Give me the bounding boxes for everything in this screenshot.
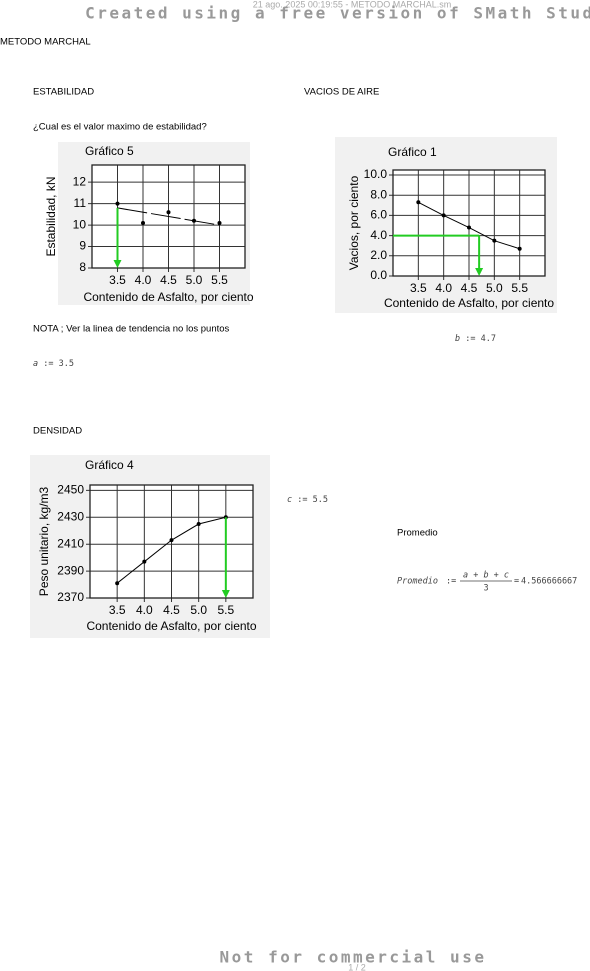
var-name: b [455, 334, 460, 344]
data-point [169, 538, 174, 543]
x-axis-label: Contenido de Asfalto, por ciento [384, 296, 554, 310]
operator: := [43, 359, 53, 369]
y-tick-label: 10.0 [364, 167, 388, 181]
var-value: 3.5 [59, 359, 74, 369]
arrow-head [475, 268, 484, 276]
y-tick-label: 2410 [57, 536, 84, 550]
doc-title: METODO MARCHAL [0, 37, 91, 48]
x-tick-label: 5.0 [486, 281, 503, 295]
operator: = [514, 577, 519, 587]
question: ¿Cual es el valor maximo de estabilidad? [33, 122, 207, 133]
watermark: Created using a free version of SMath St… [85, 4, 590, 23]
data-point [142, 559, 147, 564]
heading: DENSIDAD [33, 426, 82, 437]
y-tick-label: 8.0 [370, 187, 387, 201]
note: NOTA ; Ver la linea de tendencia no los … [33, 324, 230, 335]
data-point [467, 225, 471, 230]
numerator: a + b + c [463, 571, 509, 581]
plot-border [392, 169, 546, 277]
chart-title: Gráfico 5 [85, 144, 134, 158]
plot-border [89, 484, 254, 599]
var-value: 5.5 [313, 495, 328, 505]
y-tick-label: 6.0 [370, 208, 387, 222]
plot-border [91, 164, 246, 269]
x-tick-label: 4.0 [135, 273, 152, 287]
operator: := [297, 495, 307, 505]
x-tick-label: 4.5 [163, 603, 180, 617]
formula-lhs: Promedio [397, 577, 438, 587]
var-value: 4.7 [481, 334, 496, 344]
y-tick-label: 8 [79, 260, 86, 274]
data-point [115, 581, 120, 586]
denominator: 3 [483, 584, 488, 594]
arrow-head [113, 260, 122, 268]
x-tick-label: 4.5 [461, 281, 478, 295]
x-tick-label: 4.0 [136, 603, 153, 617]
x-tick-label: 5.5 [511, 281, 528, 295]
y-axis-label: Peso unitario, kg/m3 [37, 486, 51, 596]
y-axis-label: Estabilidad, kN [44, 176, 58, 256]
var-name: c [287, 495, 292, 505]
y-tick-label: 0.0 [370, 268, 387, 282]
y-axis-label: Vacios, por ciento [347, 175, 361, 270]
y-tick-label: 2370 [57, 590, 84, 604]
data-point [517, 246, 522, 251]
y-tick-label: 4.0 [370, 228, 387, 242]
y-tick-label: 2.0 [370, 248, 387, 262]
y-tick-label: 2430 [57, 509, 84, 523]
operator: := [465, 334, 475, 344]
page-number: 1 / 2 [348, 962, 366, 971]
trend-line [117, 207, 220, 226]
x-tick-label: 5.5 [211, 273, 228, 287]
y-tick-label: 11 [74, 196, 87, 210]
data-point [492, 238, 497, 243]
data-point [192, 218, 196, 223]
heading: ESTABILIDAD [33, 87, 94, 98]
y-tick-label: 10 [73, 217, 87, 231]
assignment: b := 4.7 [455, 334, 496, 344]
data-point [141, 220, 145, 225]
x-tick-label: 3.5 [109, 273, 126, 287]
x-tick-label: 4.0 [435, 281, 452, 295]
chart-title: Gráfico 4 [85, 458, 134, 472]
data-point [166, 210, 171, 215]
timestamp: 21 ago. 2025 00:19:55 - METODO MARCHAL.s… [253, 0, 451, 9]
x-tick-label: 5.5 [217, 603, 234, 617]
x-tick-label: 3.5 [410, 281, 427, 295]
y-tick-label: 2450 [57, 483, 84, 497]
heading: VACIOS DE AIRE [304, 87, 379, 98]
y-tick-label: 9 [79, 239, 86, 253]
chart-title: Gráfico 1 [388, 145, 437, 159]
assignment: c := 5.5 [287, 495, 328, 505]
footer-watermark: Not for commercial use [220, 948, 487, 967]
heading: Promedio [397, 528, 438, 539]
arrow-head [221, 590, 230, 598]
data-point [115, 201, 120, 206]
x-tick-label: 5.0 [190, 603, 207, 617]
data-point [217, 220, 222, 225]
y-tick-label: 2390 [57, 563, 84, 577]
x-axis-label: Contenido de Asfalto, por ciento [86, 619, 256, 633]
operator: := [446, 577, 456, 587]
x-tick-label: 5.0 [186, 273, 203, 287]
data-point [441, 213, 446, 218]
x-axis-label: Contenido de Asfalto, por ciento [83, 290, 253, 304]
data-point [196, 522, 201, 527]
x-tick-label: 3.5 [109, 603, 126, 617]
assignment: a := 3.5 [33, 359, 74, 369]
var-name: a [33, 359, 38, 369]
data-point [416, 200, 421, 205]
x-tick-label: 4.5 [160, 273, 177, 287]
result: 4.566666667 [521, 577, 577, 587]
y-tick-label: 12 [73, 174, 87, 188]
